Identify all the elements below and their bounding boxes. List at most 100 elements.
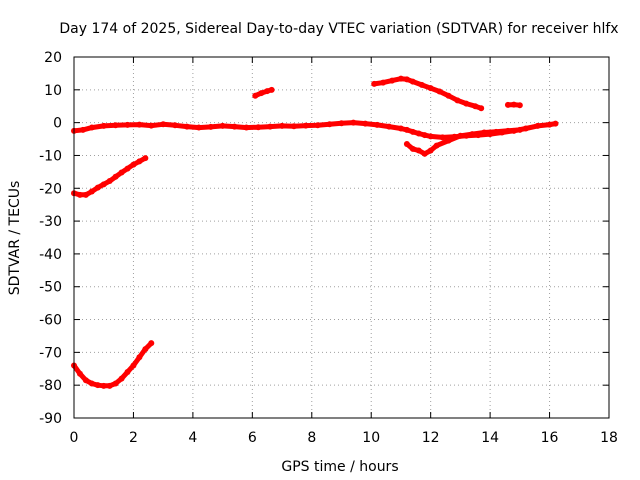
x-tick-label: 4 bbox=[188, 430, 197, 446]
y-tick-label: 20 bbox=[44, 50, 62, 66]
x-axis-title: GPS time / hours bbox=[281, 459, 398, 475]
data-point bbox=[118, 375, 125, 382]
data-point bbox=[112, 122, 119, 129]
y-axis-title: SDTVAR / TECUs bbox=[7, 181, 23, 296]
data-point bbox=[124, 369, 131, 376]
x-tick-label: 18 bbox=[600, 430, 618, 446]
data-point bbox=[148, 340, 155, 347]
x-tick-label: 0 bbox=[70, 430, 79, 446]
data-point bbox=[481, 129, 488, 136]
data-point bbox=[504, 127, 511, 134]
data-point bbox=[124, 121, 131, 128]
data-point bbox=[142, 155, 149, 162]
series-high-short-15 bbox=[504, 101, 523, 109]
data-point bbox=[445, 137, 452, 144]
series-high-short-segment bbox=[252, 86, 275, 99]
data-point bbox=[118, 169, 125, 176]
data-point bbox=[207, 123, 214, 130]
data-point bbox=[338, 120, 345, 127]
data-point bbox=[88, 124, 95, 131]
data-point bbox=[219, 122, 226, 129]
data-point bbox=[389, 77, 396, 84]
data-point bbox=[82, 191, 89, 198]
data-point bbox=[445, 92, 452, 99]
data-point bbox=[403, 76, 410, 83]
data-point bbox=[106, 382, 113, 389]
data-point bbox=[403, 126, 410, 133]
data-point bbox=[433, 142, 440, 149]
data-point bbox=[374, 121, 381, 128]
data-point bbox=[504, 101, 511, 108]
data-point bbox=[552, 120, 559, 127]
x-tick-label: 14 bbox=[481, 430, 499, 446]
data-point bbox=[252, 92, 259, 99]
y-tick-label: -30 bbox=[39, 214, 62, 230]
data-point bbox=[350, 119, 357, 126]
data-point bbox=[463, 100, 470, 107]
data-point bbox=[172, 122, 179, 129]
y-tick-label: -60 bbox=[39, 313, 62, 329]
data-point bbox=[516, 126, 523, 133]
data-point bbox=[94, 382, 101, 389]
data-point bbox=[439, 134, 446, 141]
y-tick-label: -50 bbox=[39, 280, 62, 296]
data-point bbox=[386, 123, 393, 130]
data-point bbox=[478, 105, 485, 112]
data-point bbox=[427, 85, 434, 92]
data-point bbox=[112, 173, 119, 180]
y-tick-label: -70 bbox=[39, 345, 62, 361]
data-point bbox=[421, 150, 428, 157]
data-point bbox=[409, 145, 416, 152]
data-point bbox=[258, 90, 265, 97]
data-point bbox=[279, 122, 286, 129]
data-point bbox=[409, 78, 416, 85]
data-point bbox=[302, 122, 309, 129]
data-point bbox=[183, 123, 190, 130]
y-tick-label: -80 bbox=[39, 378, 62, 394]
data-point bbox=[268, 86, 275, 93]
data-point bbox=[106, 178, 113, 185]
axes: 0 2 4 6 8 10 12 14 16 18 20 10 0 -10 -20 -30 -40 -50 -60 -7… bbox=[39, 50, 618, 446]
data-point bbox=[510, 101, 517, 108]
data-point bbox=[326, 121, 333, 128]
data-point bbox=[418, 81, 425, 88]
data-point bbox=[94, 184, 101, 191]
plot-border bbox=[73, 56, 610, 419]
data-point bbox=[136, 121, 143, 128]
series-lower-branch-11-14 bbox=[403, 126, 523, 157]
data-point bbox=[371, 80, 378, 87]
data-point bbox=[290, 123, 297, 130]
x-tick-label: 2 bbox=[129, 430, 138, 446]
y-tick-label: -40 bbox=[39, 247, 62, 263]
x-tick-label: 6 bbox=[248, 430, 257, 446]
x-tick-label: 8 bbox=[307, 430, 316, 446]
data-point bbox=[469, 131, 476, 138]
chart-title: Day 174 of 2025, Sidereal Day-to-day VTE… bbox=[59, 21, 618, 37]
y-tick-label: 10 bbox=[44, 83, 62, 99]
data-point bbox=[415, 130, 422, 137]
data-point bbox=[142, 346, 149, 353]
data-series bbox=[71, 75, 559, 389]
data-point bbox=[362, 120, 369, 127]
data-point bbox=[112, 380, 119, 387]
data-point bbox=[472, 103, 479, 110]
data-point bbox=[522, 125, 529, 132]
data-point bbox=[88, 380, 95, 387]
data-point bbox=[267, 123, 274, 130]
data-point bbox=[403, 140, 410, 147]
data-point bbox=[436, 88, 443, 95]
data-point bbox=[454, 97, 461, 104]
data-point bbox=[195, 124, 202, 131]
x-tick-label: 12 bbox=[422, 430, 440, 446]
data-point bbox=[100, 181, 107, 188]
data-point bbox=[136, 354, 143, 361]
y-tick-label: -90 bbox=[39, 411, 62, 427]
series-deep-bowl bbox=[71, 340, 155, 389]
data-point bbox=[88, 188, 95, 195]
data-point bbox=[427, 133, 434, 140]
data-point bbox=[79, 126, 86, 133]
data-point bbox=[427, 147, 434, 154]
x-tick-label: 16 bbox=[541, 430, 559, 446]
